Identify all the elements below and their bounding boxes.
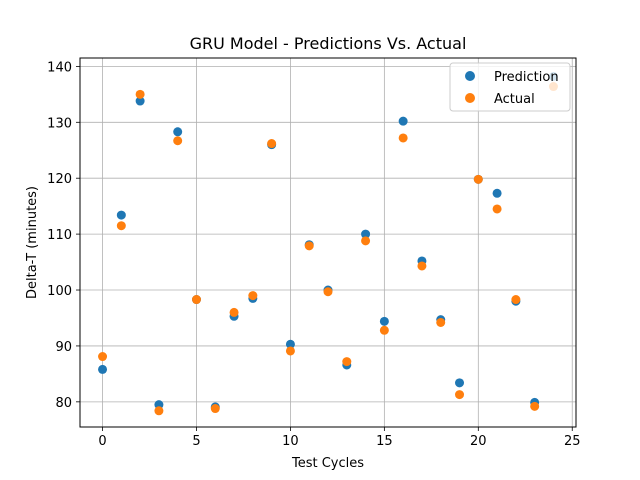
y-tick-label: 130 [47,116,72,131]
actual-point [135,89,145,99]
x-tick-label: 25 [564,434,581,449]
legend-marker-prediction [465,71,475,81]
actual-point [116,221,126,231]
legend-marker-actual [465,93,475,103]
actual-point [173,136,183,146]
prediction-point [285,339,295,349]
legend-label-prediction: Prediction [494,70,559,85]
actual-point [530,401,540,411]
x-axis-label: Test Cycles [291,456,364,471]
actual-point [455,390,465,400]
prediction-point [398,116,408,126]
x-tick-label: 5 [192,434,200,449]
prediction-point [154,400,164,410]
actual-point [154,406,164,416]
prediction-point [116,210,126,220]
actual-point [379,325,389,335]
prediction-point [135,96,145,106]
actual-point [304,241,314,251]
legend: Prediction Actual [449,62,571,112]
actual-point [98,352,108,362]
actual-point [210,404,220,414]
x-tick-label: 20 [470,434,487,449]
y-tick-label: 100 [47,284,72,299]
actual-point [417,261,427,271]
actual-point [248,291,258,301]
y-tick-label: 80 [55,396,72,411]
actual-point [473,174,483,184]
chart-title: GRU Model - Predictions Vs. Actual [190,34,467,53]
plot-area-frame [79,57,577,428]
y-tick-label: 120 [47,172,72,187]
actual-point [323,287,333,297]
actual-point [398,133,408,143]
legend-label-actual: Actual [494,92,535,107]
actual-point [511,295,521,305]
grid-lines [80,58,576,427]
x-tick-label: 0 [98,434,106,449]
y-axis-label: Delta-T (minutes) [25,186,40,299]
x-tick-label: 10 [282,434,299,449]
y-tick-label: 140 [47,60,72,75]
actual-point [267,139,277,149]
actual-point [285,346,295,356]
prediction-point [455,378,465,388]
prediction-point [492,188,502,198]
y-tick-label: 90 [55,340,72,355]
actual-point [229,307,239,317]
x-tick-label: 15 [376,434,393,449]
prediction-point [361,229,371,239]
actual-point [492,204,502,214]
prediction-point [379,316,389,326]
legend-frame [449,62,571,112]
data-points [98,71,558,416]
y-tick-label: 110 [47,228,72,243]
actual-point [361,236,371,246]
axis-ticks: 0 5 10 15 20 25 80 90 100 110 120 130 140 [47,60,580,449]
actual-point [191,295,201,305]
prediction-point [98,364,108,374]
actual-point [436,317,446,327]
actual-point [342,357,352,367]
prediction-point [173,127,183,137]
